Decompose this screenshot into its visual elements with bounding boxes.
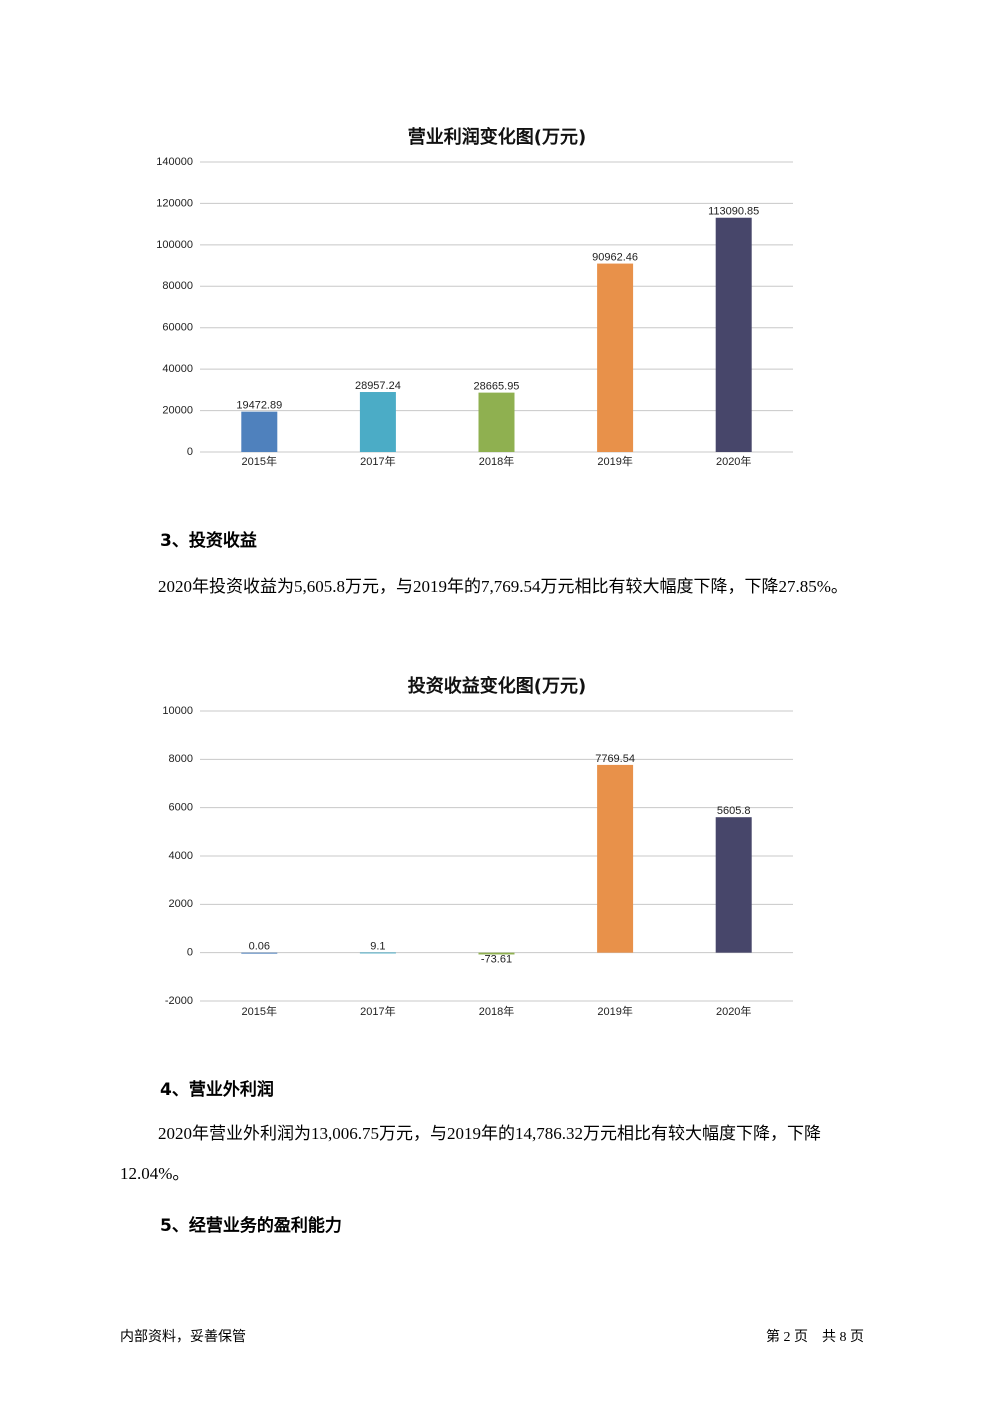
- x-tick-label: 2018年: [479, 454, 514, 468]
- chart-title: 营业利润变化图(万元): [408, 126, 586, 148]
- x-tick-label: 2019年: [597, 454, 632, 468]
- bar: [241, 411, 278, 452]
- x-tick-label: 2015年: [242, 1004, 277, 1018]
- x-tick-label: 2017年: [360, 1004, 395, 1018]
- y-tick-label: 0: [187, 947, 193, 959]
- y-tick-label: 120000: [156, 197, 193, 209]
- data-label: 28665.95: [474, 381, 520, 393]
- paragraph: 2020年营业外利润为13,006.75万元，与2019年的14,786.32万…: [120, 1124, 821, 1183]
- bar: [359, 392, 396, 452]
- y-tick-label: 6000: [169, 802, 193, 814]
- y-tick-label: 2000: [169, 898, 193, 910]
- heading: 4、营业外利润: [160, 1080, 274, 1100]
- x-tick-label: 2017年: [360, 454, 395, 468]
- bar: [597, 764, 634, 953]
- bar: [359, 952, 396, 954]
- bar: [478, 392, 515, 452]
- x-tick-label: 2019年: [597, 1004, 632, 1018]
- paragraph: 2020年投资收益为5,605.8万元，与2019年的7,769.54万元相比有…: [158, 577, 848, 596]
- y-tick-label: 80000: [162, 280, 193, 292]
- y-tick-label: 10000: [162, 705, 193, 717]
- heading: 3、投资收益: [160, 531, 257, 551]
- chart-title: 投资收益变化图(万元): [408, 675, 586, 697]
- y-tick-label: 0: [187, 446, 193, 458]
- data-label: 9.1: [370, 940, 385, 952]
- bar: [715, 817, 752, 953]
- y-tick-label: 4000: [169, 850, 193, 862]
- data-label: 19472.89: [236, 400, 282, 412]
- y-tick-label: 60000: [162, 322, 193, 334]
- data-label: 7769.54: [595, 753, 635, 765]
- y-tick-label: 100000: [156, 239, 193, 251]
- data-label: 0.06: [249, 941, 270, 953]
- footer-right: 第 2 页 共 8 页: [766, 1330, 864, 1345]
- bar: [478, 952, 515, 955]
- data-label: 5605.8: [717, 805, 751, 817]
- y-tick-label: -2000: [165, 995, 193, 1007]
- y-tick-label: 140000: [156, 156, 193, 168]
- y-tick-label: 8000: [169, 753, 193, 765]
- bar: [241, 952, 278, 954]
- data-label: -73.61: [481, 954, 512, 966]
- bar: [597, 263, 634, 452]
- footer-left: 内部资料，妥善保管: [120, 1330, 246, 1345]
- data-label: 113090.85: [708, 206, 759, 218]
- x-tick-label: 2015年: [242, 454, 277, 468]
- data-label: 28957.24: [355, 380, 401, 392]
- x-tick-label: 2020年: [716, 1004, 751, 1018]
- x-tick-label: 2018年: [479, 1004, 514, 1018]
- data-label: 90962.46: [592, 251, 638, 263]
- heading: 5、经营业务的盈利能力: [160, 1216, 342, 1236]
- bar: [715, 217, 752, 452]
- y-tick-label: 20000: [162, 404, 193, 416]
- y-tick-label: 40000: [162, 363, 193, 375]
- x-tick-label: 2020年: [716, 454, 751, 468]
